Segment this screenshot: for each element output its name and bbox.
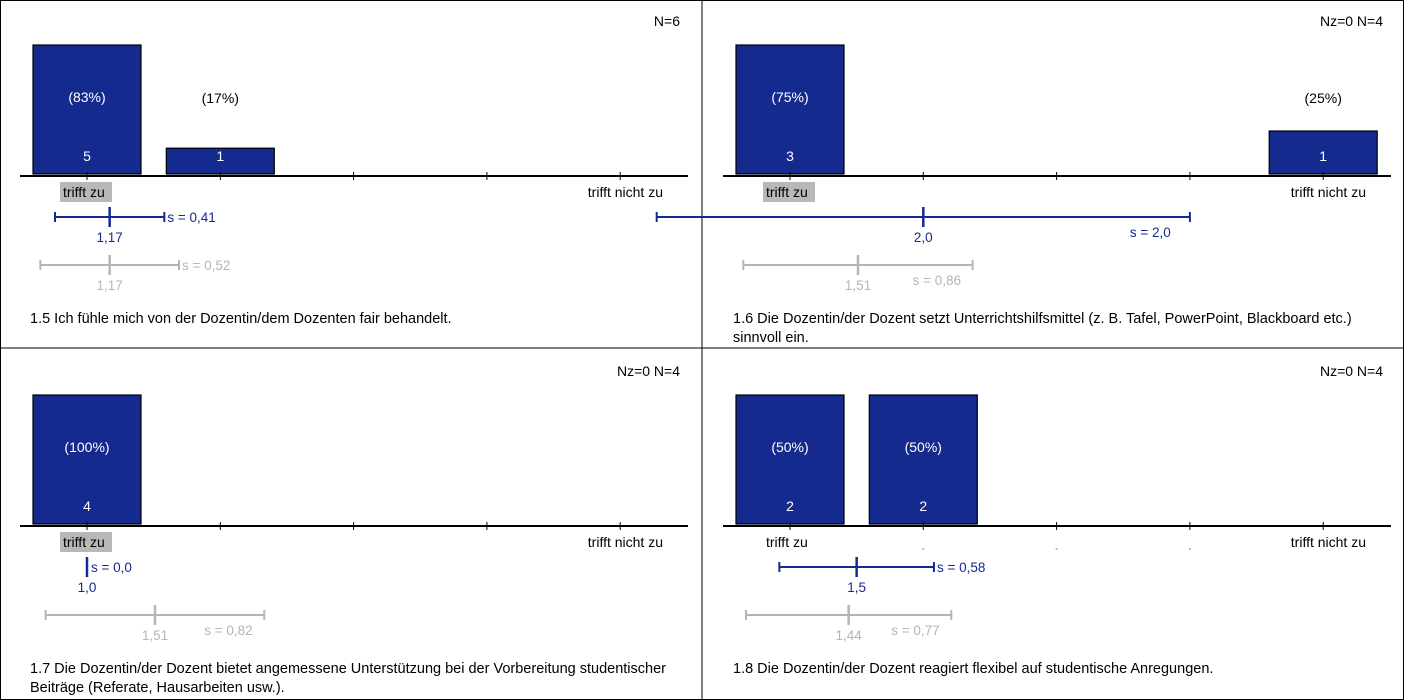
question-text: 1.7 Die Dozentin/der Dozent bietet angem… <box>30 661 666 696</box>
sd-label: s = 2,0 <box>1130 225 1171 240</box>
counts-label: Nz=0 N=4 <box>1320 13 1383 29</box>
mean-whisker: 2,0 s = 2,0 <box>655 207 1191 245</box>
sd-label: s = 0,52 <box>182 258 230 273</box>
reference-whisker: 1,17 s = 0,52 <box>39 255 230 293</box>
value-label: 3 <box>786 148 794 164</box>
value-label: 1 <box>216 148 224 164</box>
category-label-right: trifft nicht zu <box>588 534 663 550</box>
sd-label: s = 0,41 <box>167 210 215 225</box>
bar <box>735 44 845 175</box>
category-label-left: trifft zu <box>63 534 105 550</box>
reference-whisker: 1,51 s = 0,82 <box>44 605 266 643</box>
sd-label: s = 0,58 <box>937 560 985 575</box>
bar <box>1268 130 1378 175</box>
sd-label: s = 0,82 <box>204 623 252 638</box>
mean-label: 1,51 <box>845 278 871 293</box>
bar <box>735 394 845 525</box>
mean-whisker: 1,0 s = 0,0 <box>78 557 132 595</box>
bar <box>868 394 978 525</box>
category-label-right: trifft nicht zu <box>1291 534 1366 550</box>
tick-dot <box>922 548 925 550</box>
sd-label: s = 0,0 <box>91 560 132 575</box>
category-label-highlight <box>763 182 815 202</box>
bar <box>32 44 142 175</box>
value-label: 4 <box>83 498 91 514</box>
question-text: 1.6 Die Dozentin/der Dozent setzt Unterr… <box>733 311 1352 346</box>
percent-label: (50%) <box>905 439 942 455</box>
mean-label: 2,0 <box>914 230 933 245</box>
percent-label: (75%) <box>771 89 808 105</box>
percent-label: (83%) <box>68 89 105 105</box>
value-label: 1 <box>1319 148 1327 164</box>
chart-panel-1-5: (83%) 5 (17%) 1 trifft zu trifft nicht zu N=6 1… <box>0 0 698 346</box>
bar-chart: (50%) 2 (50%) 2 trifft zu trifft nicht zu Nz=0… <box>723 363 1391 643</box>
percent-label: (25%) <box>1305 90 1342 106</box>
percent-label: (100%) <box>64 439 109 455</box>
bar <box>32 394 142 525</box>
sd-label: s = 0,86 <box>913 273 961 288</box>
reference-whisker: 1,44 s = 0,77 <box>745 605 953 643</box>
chart-panel-1-7: (100%) 4 trifft zu trifft nicht zu Nz=0 N=4 1… <box>0 350 698 696</box>
bar-chart: (100%) 4 trifft zu trifft nicht zu Nz=0 N=4 1… <box>20 363 688 643</box>
mean-whisker: 1,17 s = 0,41 <box>54 207 216 245</box>
value-label: 5 <box>83 148 91 164</box>
category-label-right: trifft nicht zu <box>1291 184 1366 200</box>
mean-label: 1,44 <box>836 628 863 643</box>
mean-label: 1,17 <box>97 230 123 245</box>
mean-label: 1,0 <box>78 580 97 595</box>
bar-chart: (75%) 3 (25%) 1 trifft zu trifft nicht zu Nz=0… <box>655 13 1391 293</box>
tick-dot <box>1188 548 1191 550</box>
value-label: 2 <box>919 498 927 514</box>
category-label-left: trifft zu <box>63 184 105 200</box>
tick-dot <box>1055 548 1058 550</box>
category-label-left: trifft zu <box>766 184 808 200</box>
question-text: 1.5 Ich fühle mich von der Dozentin/dem … <box>30 311 452 327</box>
reference-whisker: 1,51 s = 0,86 <box>742 255 974 293</box>
category-label-highlight <box>60 182 112 202</box>
mean-label: 1,5 <box>847 580 866 595</box>
counts-label: Nz=0 N=4 <box>617 363 680 379</box>
mean-label: 1,17 <box>97 278 123 293</box>
category-label-left: trifft zu <box>766 534 808 550</box>
chart-panel-1-8: (50%) 2 (50%) 2 trifft zu trifft nicht zu Nz=0… <box>703 350 1401 696</box>
question-text: 1.8 Die Dozentin/der Dozent reagiert fle… <box>733 661 1214 677</box>
mean-label: 1,51 <box>142 628 168 643</box>
sd-label: s = 0,77 <box>891 623 939 638</box>
category-label-highlight <box>60 532 112 552</box>
mean-whisker: 1,5 s = 0,58 <box>778 557 985 595</box>
counts-label: Nz=0 N=4 <box>1320 363 1383 379</box>
percent-label: (17%) <box>202 90 239 106</box>
bar-chart: (83%) 5 (17%) 1 trifft zu trifft nicht zu N=6 1… <box>20 13 688 293</box>
percent-label: (50%) <box>771 439 808 455</box>
counts-label: N=6 <box>654 13 680 29</box>
value-label: 2 <box>786 498 794 514</box>
bar <box>165 147 275 175</box>
chart-panel-1-6: (75%) 3 (25%) 1 trifft zu trifft nicht zu Nz=0… <box>655 0 1401 346</box>
category-label-right: trifft nicht zu <box>588 184 663 200</box>
